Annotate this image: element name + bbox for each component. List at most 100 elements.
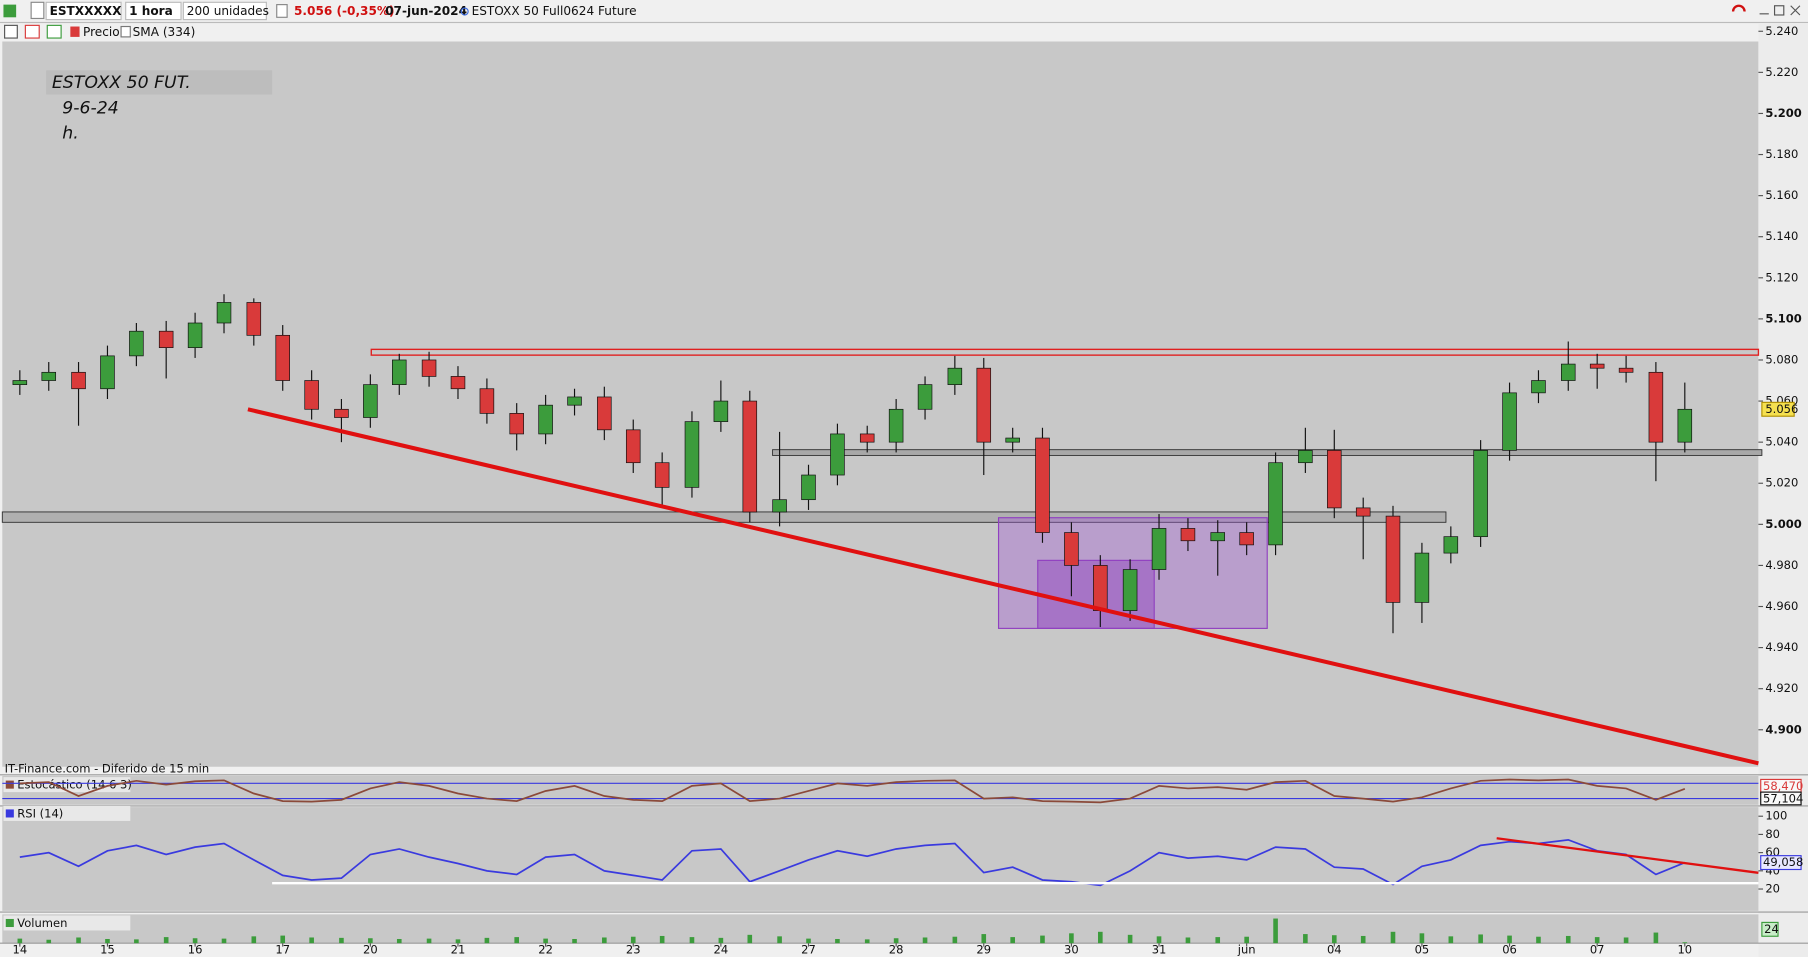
units-select[interactable] [182,1,267,21]
remove-button[interactable] [24,24,40,39]
current-value: 57,104 [1763,792,1803,806]
candle-body [888,408,904,443]
volume-bar [339,937,344,944]
volume-bar [396,938,402,944]
candle-body [597,396,612,431]
candle-body [625,429,641,464]
candle-body [684,421,700,488]
x-tick-label: 29 [976,943,991,957]
chart-type-button[interactable] [3,4,17,18]
candle-body [917,384,933,410]
stoch-panel [2,775,1759,805]
panel-title-swatch [5,780,14,789]
symbol-select[interactable] [45,1,122,21]
x-tick-label: 27 [801,943,816,957]
volume-bar [1010,937,1015,944]
candle-body [742,400,758,513]
volume-bar [1185,937,1191,944]
volume-bar [1331,935,1337,944]
candle-body [947,367,963,385]
x-tick-label: 22 [538,943,553,957]
close-button[interactable] [1790,5,1801,16]
candle-body [713,400,729,422]
y-tick-label: 5.120 [1765,270,1798,284]
volume-bar [1303,934,1308,944]
note: ESTOXX 50 FUT. [52,73,191,93]
volume-bar [309,937,314,944]
candle-body [129,330,144,357]
y-tick-label: 80 [1765,827,1780,841]
volume-bar [922,937,928,944]
legend-swatch [70,26,80,37]
volume-bar [192,938,198,944]
y-tick-label: 5.220 [1765,65,1798,79]
candle-body [772,499,787,513]
candle-body [41,371,57,381]
volume-bar [1156,936,1162,944]
x-tick-label: 28 [889,943,904,957]
y-tick-label: 20 [1765,882,1780,896]
candle-body [275,334,290,381]
volume-bar [134,939,139,944]
candle-body [246,302,262,336]
candle-body [801,474,816,501]
volume-bar [689,937,695,944]
candle-body [1531,380,1546,394]
candle-body [450,376,466,390]
volume-bar [893,938,899,944]
refresh-button[interactable] [1731,4,1746,12]
volume-bar [777,936,782,944]
maximize-button[interactable] [1773,5,1785,16]
volume-bar [484,937,490,944]
panel-title-swatch [5,809,14,818]
volume-bar [105,938,110,944]
candle-body [100,355,115,390]
candle-body [976,367,992,443]
candle-body [216,302,232,324]
current-value-box [1760,791,1802,806]
candle-body [1414,552,1430,603]
panel-title-box [3,805,131,821]
candle-body [1677,408,1693,443]
symbol-button[interactable] [30,1,45,20]
candle-body [567,396,582,406]
y-tick-label: 4.940 [1765,640,1798,654]
current-value-box [1761,921,1779,937]
candle-body [334,408,349,418]
volume-bar [280,935,286,944]
y-tick-label: 5.040 [1765,435,1798,449]
volume-bar [718,937,724,944]
y-tick-label: 5.200 [1765,106,1801,120]
volume-bar [747,934,753,944]
candle-body [1210,532,1226,542]
candle-body [1648,371,1664,443]
panel-title: Volumen [17,916,67,930]
y-tick-label: 5.100 [1765,311,1801,325]
x-tick-label: 31 [1152,943,1167,957]
candle-body [1239,532,1254,546]
candle-body [1268,462,1283,546]
x-tick-label: 15 [100,943,115,957]
instrument-icon [460,7,469,16]
volume-panel [2,914,1759,944]
volume-bar [426,938,432,944]
volume-bar [952,936,958,944]
candle-body [187,322,203,349]
volume-bar [1419,933,1425,944]
volume-bar [1565,935,1571,944]
interval-select[interactable] [125,1,182,21]
trend-line [247,407,1759,766]
toolbar [0,0,1808,22]
volume-bar [1623,937,1629,944]
y-tick-label: 5.080 [1765,352,1798,366]
volume-bar [1653,932,1659,944]
export-button[interactable] [46,24,62,39]
y-tick-label: 5.020 [1765,476,1798,490]
add-button[interactable] [4,24,18,39]
volume-bar [630,936,636,944]
y-tick-label: 5.140 [1765,229,1798,243]
info-button[interactable] [276,4,288,18]
source: IT-Finance.com - Diferido de 15 min [5,762,210,776]
units: 200 unidades [187,4,269,18]
